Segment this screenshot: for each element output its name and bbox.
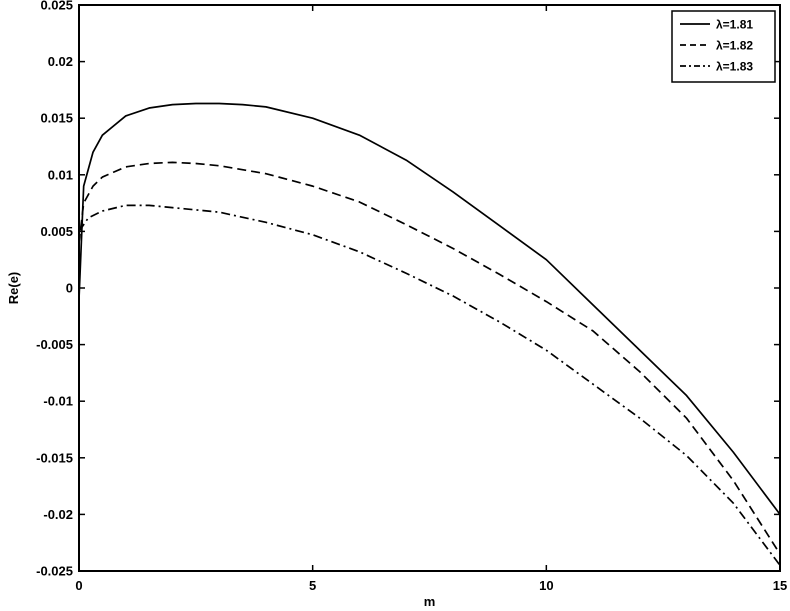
- x-tick-label: 5: [309, 578, 316, 593]
- y-axis-title: Re(e): [6, 272, 21, 305]
- y-tick-label: -0.015: [36, 450, 73, 465]
- y-tick-label: -0.02: [43, 507, 73, 522]
- plot-area: [79, 5, 780, 571]
- legend-label: λ=1.82: [716, 39, 753, 53]
- y-tick-label: 0.01: [48, 167, 73, 182]
- legend: λ=1.81 λ=1.82 λ=1.83: [671, 10, 776, 83]
- x-axis-title: m: [424, 594, 436, 609]
- x-tick-label: 10: [539, 578, 553, 593]
- series-layer: [78, 102, 781, 566]
- y-tick-label: 0.015: [40, 111, 73, 126]
- y-tick-label: 0: [66, 281, 73, 296]
- x-tick-label: 0: [75, 578, 82, 593]
- y-tick-label: -0.01: [43, 394, 73, 409]
- x-tick-label: 15: [773, 578, 787, 593]
- y-tick-label: 0.02: [48, 54, 73, 69]
- y-tick-label: 0.005: [40, 224, 73, 239]
- y-tick-label: -0.025: [36, 564, 73, 579]
- legend-label: λ=1.81: [716, 18, 753, 32]
- y-tick-label: 0.025: [40, 0, 73, 13]
- series-line-3: [78, 204, 781, 566]
- axes: 0 5 10 15 -0.025 -0.02 -0.015 -0.01 -0.005 0 0.005…: [36, 0, 787, 593]
- series-line-2: [78, 161, 781, 555]
- legend-box: [671, 10, 776, 83]
- y-tick-label: -0.005: [36, 337, 73, 352]
- series-line-1: [78, 102, 781, 515]
- legend-label: λ=1.83: [716, 60, 753, 74]
- plot-background: [79, 5, 780, 571]
